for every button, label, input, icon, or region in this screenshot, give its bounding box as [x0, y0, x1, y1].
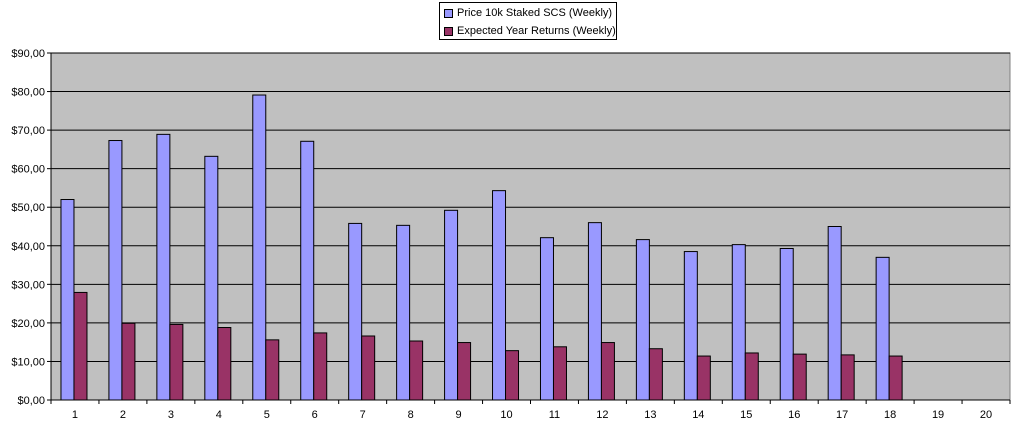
y-tick-label: $30,00	[11, 279, 45, 291]
bar-price	[348, 222, 363, 401]
bar-returns	[792, 353, 807, 401]
x-tick-label: 8	[408, 409, 414, 421]
bar-price	[779, 247, 794, 401]
y-tick-label: $40,00	[11, 241, 45, 253]
y-tick-label: $50,00	[11, 202, 45, 214]
bar-returns	[457, 342, 472, 401]
plot-area	[50, 52, 1011, 401]
x-tick-label: 2	[120, 409, 126, 421]
x-tick-label: 17	[836, 409, 848, 421]
legend-label-price: Price 10k Staked SCS (Weekly)	[457, 7, 613, 19]
x-tick-label: 14	[692, 409, 704, 421]
bar-price	[444, 209, 459, 401]
x-tick-label: 11	[549, 409, 560, 421]
x-tick-label: 3	[168, 409, 174, 421]
legend-swatch-returns	[444, 26, 453, 36]
y-tick-label: $70,00	[11, 125, 45, 137]
bar-price	[731, 244, 746, 401]
x-tick-label: 20	[980, 409, 992, 421]
bar-price	[108, 140, 123, 401]
y-tick-label: $80,00	[11, 87, 45, 99]
x-tick-label: 13	[644, 409, 656, 421]
x-tick-label: 9	[456, 409, 462, 421]
x-tick-label: 4	[216, 409, 222, 421]
y-tick-label: $60,00	[11, 164, 45, 176]
y-tick-label: $0,00	[17, 395, 45, 407]
bar-returns	[505, 350, 520, 401]
bar-returns	[744, 352, 759, 401]
x-axis-ticks: 1 2 3 4 5 6 7 8 9 10 11 12 13 14 15 16 17 18 19 20	[50, 400, 1011, 421]
bar-returns	[888, 355, 903, 401]
bar-price	[300, 140, 315, 401]
y-axis-ticks: $0,00 $10,00 $20,00 $30,00 $40,00 $50,00 $60,0…	[11, 48, 51, 407]
y-tick-label: $90,00	[11, 48, 45, 60]
bar-price	[587, 222, 602, 401]
y-tick-label: $10,00	[11, 356, 45, 368]
bar-returns	[217, 327, 232, 401]
x-tick-label: 19	[932, 409, 944, 421]
legend-item-returns: Expected Year Returns (Weekly)	[444, 23, 616, 39]
bar-price	[827, 226, 842, 401]
legend: Price 10k Staked SCS (Weekly) Expected Y…	[439, 2, 617, 40]
x-tick-label: 5	[264, 409, 270, 421]
x-tick-label: 7	[360, 409, 366, 421]
x-tick-label: 10	[500, 409, 512, 421]
bar-price	[635, 239, 650, 401]
bar-returns	[840, 354, 855, 401]
bar-returns	[696, 355, 711, 401]
bar-price	[156, 133, 171, 401]
x-tick-label: 18	[884, 409, 896, 421]
x-tick-label: 1	[72, 409, 78, 421]
bar-returns	[600, 342, 615, 401]
x-tick-label: 15	[740, 409, 752, 421]
bar-returns	[361, 335, 376, 401]
bar-price	[875, 256, 890, 401]
bar-returns	[265, 339, 280, 401]
bar-returns	[409, 340, 424, 401]
legend-item-price: Price 10k Staked SCS (Weekly)	[444, 5, 612, 21]
y-tick-label: $20,00	[11, 318, 45, 330]
bar-returns	[169, 323, 184, 401]
x-tick-label: 6	[312, 409, 318, 421]
bar-price	[396, 224, 411, 401]
bar-returns	[121, 322, 136, 401]
bar-returns	[552, 346, 567, 401]
bar-price	[492, 190, 507, 401]
bar-returns	[648, 348, 663, 401]
bar-price	[60, 199, 75, 401]
bars	[60, 94, 903, 401]
bar-price	[683, 251, 698, 401]
legend-swatch-price	[444, 8, 453, 18]
bar-price	[204, 155, 219, 401]
bar-returns	[73, 291, 88, 401]
bar-price	[252, 94, 267, 401]
x-tick-label: 12	[596, 409, 608, 421]
x-tick-label: 16	[788, 409, 800, 421]
legend-label-returns: Expected Year Returns (Weekly)	[457, 25, 616, 37]
bar-price	[539, 237, 554, 401]
bar-returns	[313, 332, 328, 401]
